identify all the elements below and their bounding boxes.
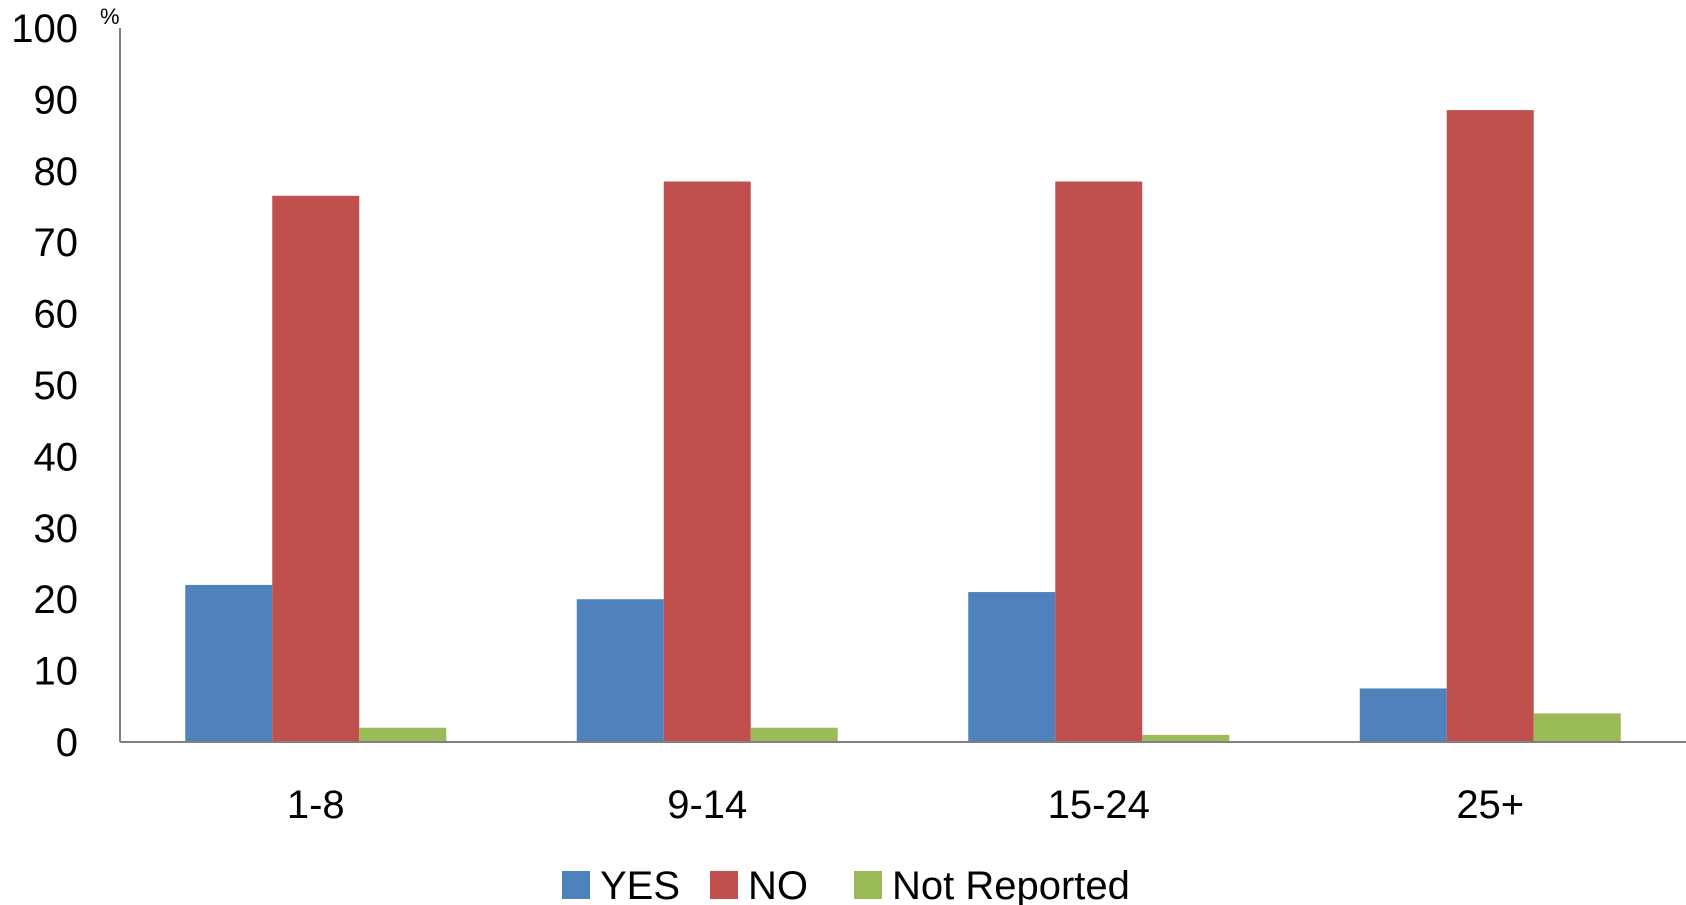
bar-yes-1-8 xyxy=(185,584,273,742)
x-axis-category-labels: 1-8 9-14 15-24 25+ xyxy=(287,783,1524,827)
y-tick-label: 90 xyxy=(34,78,79,122)
bar-no-15-24 xyxy=(1055,181,1143,742)
legend-label: YES xyxy=(600,864,680,905)
x-category-label: 15-24 xyxy=(1048,783,1150,827)
legend: YES NO Not Reported xyxy=(562,864,1130,905)
bar-yes-15-24 xyxy=(968,592,1056,742)
y-unit-label: % xyxy=(100,4,120,29)
axes xyxy=(119,28,1686,743)
legend-label: Not Reported xyxy=(892,864,1130,905)
bar-yes-25+ xyxy=(1359,688,1447,742)
x-category-label: 1-8 xyxy=(287,783,345,827)
y-tick-label: 60 xyxy=(34,293,79,337)
legend-swatch xyxy=(562,871,590,899)
x-category-label: 25+ xyxy=(1456,783,1524,827)
bar-not-reported-25+ xyxy=(1533,713,1621,742)
y-tick-label: 30 xyxy=(34,507,79,551)
y-tick-label: 70 xyxy=(34,221,79,265)
legend-swatch xyxy=(710,871,738,899)
bar-no-25+ xyxy=(1446,110,1534,743)
bar-no-1-8 xyxy=(272,195,360,743)
bar-not-reported-9-14 xyxy=(750,727,838,742)
y-tick-label: 50 xyxy=(34,364,79,408)
bar-not-reported-15-24 xyxy=(1142,734,1230,742)
y-axis-ticks: 0 10 20 30 40 50 60 70 80 90 100 xyxy=(11,7,78,765)
bar-no-9-14 xyxy=(663,181,751,742)
y-tick-label: 100 xyxy=(11,7,78,51)
y-tick-label: 0 xyxy=(56,721,78,765)
bar-yes-9-14 xyxy=(576,599,664,742)
x-category-label: 9-14 xyxy=(667,783,747,827)
legend-item: NO xyxy=(710,864,808,905)
legend-item: YES xyxy=(562,864,680,905)
legend-label: NO xyxy=(748,864,808,905)
bars xyxy=(185,110,1621,743)
bar-not-reported-1-8 xyxy=(359,727,447,742)
legend-swatch xyxy=(854,871,882,899)
y-tick-label: 20 xyxy=(34,578,79,622)
y-tick-label: 10 xyxy=(34,650,79,694)
y-tick-label: 40 xyxy=(34,435,79,479)
y-tick-label: 80 xyxy=(34,150,79,194)
legend-item: Not Reported xyxy=(854,864,1130,905)
